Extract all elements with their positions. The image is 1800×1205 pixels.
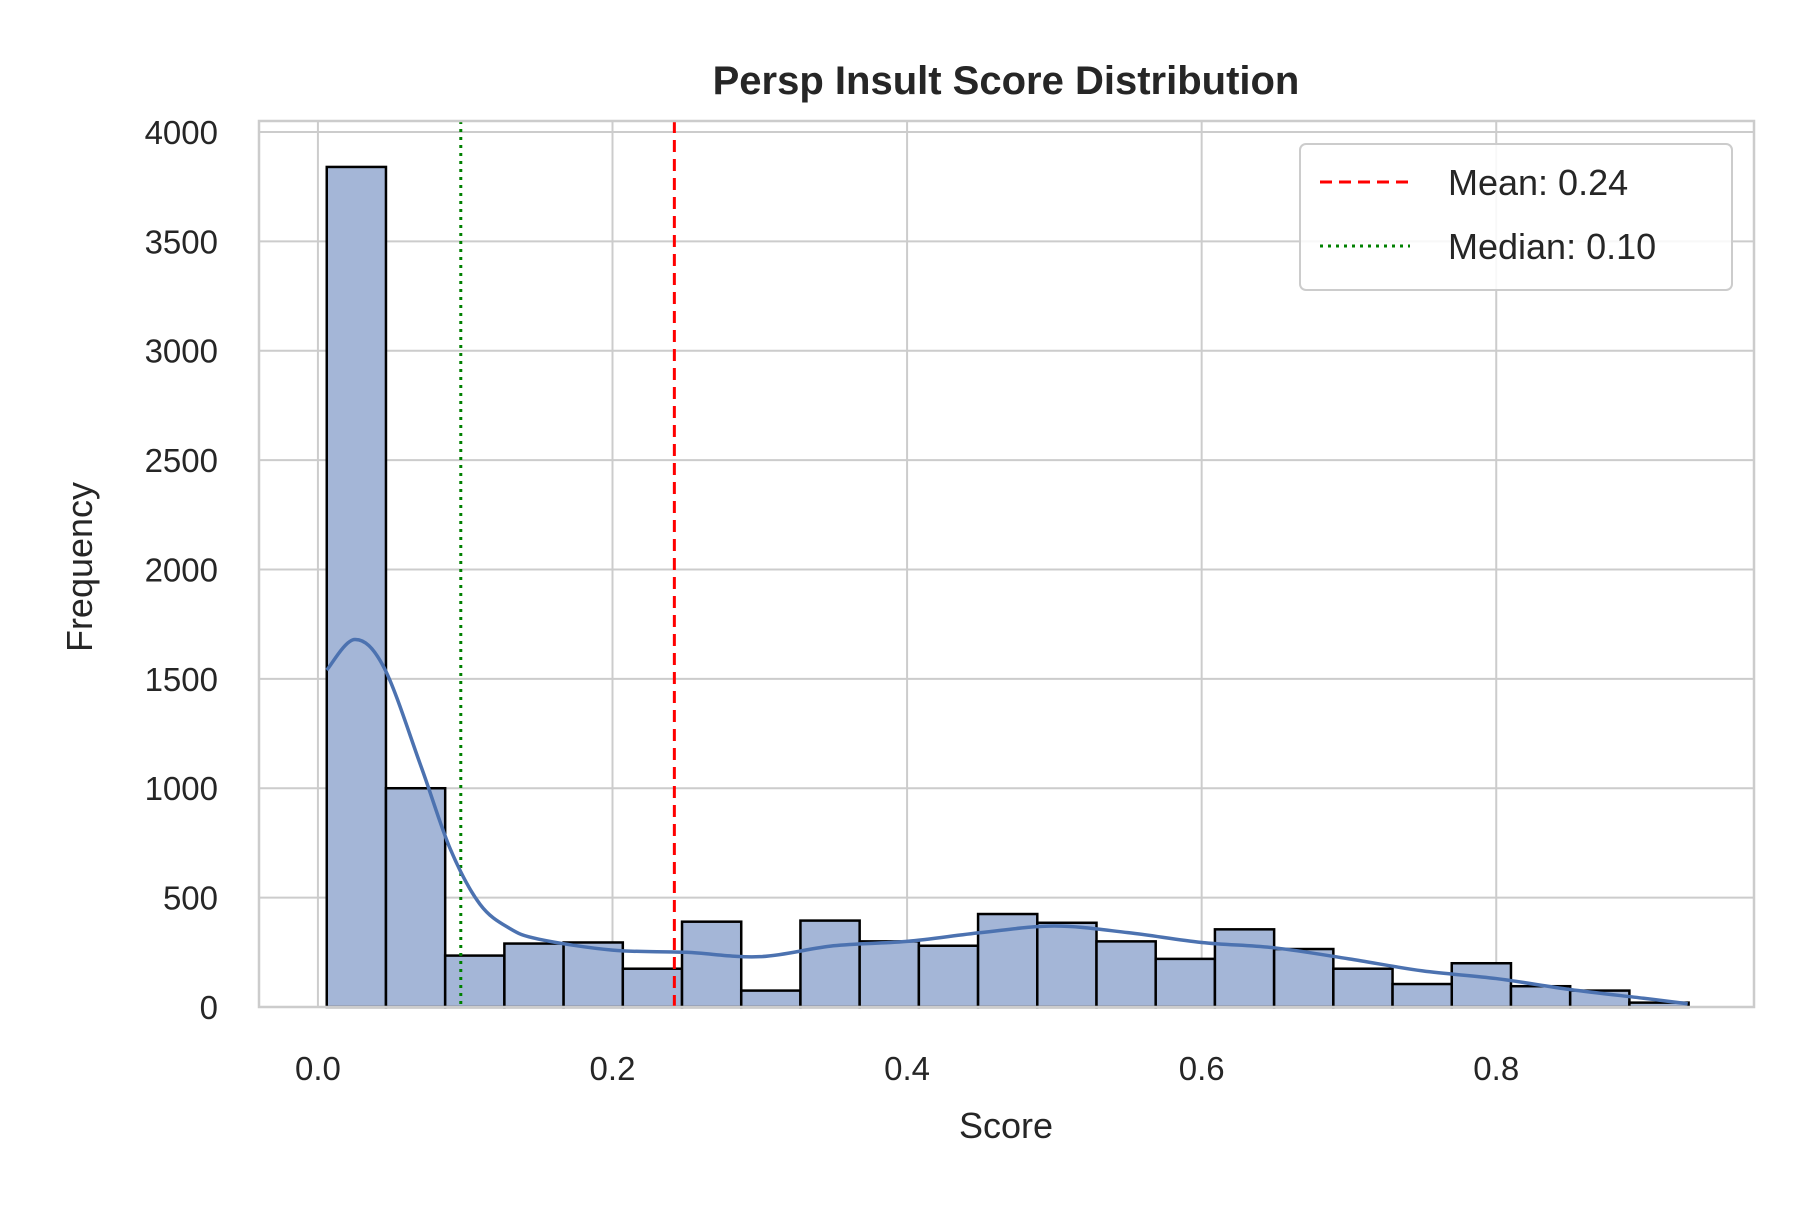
x-tick-label: 0.8: [1473, 1050, 1519, 1087]
histogram-bar: [799, 919, 861, 1009]
x-tick-label: 0.4: [884, 1050, 930, 1087]
histogram-bar: [1450, 961, 1513, 1009]
axes-spines: [257, 119, 1756, 1009]
histogram-bar: [1213, 928, 1276, 1009]
histogram-bar: [917, 944, 980, 1009]
y-tick-label: 2500: [145, 442, 218, 479]
kde-curve-group: [325, 637, 1688, 1006]
legend-mean-label: Mean: 0.24: [1448, 162, 1628, 203]
histogram-bar: [1036, 921, 1098, 1009]
y-tick-label: 500: [163, 880, 218, 917]
histogram-bar: [384, 786, 447, 1009]
x-tick-label: 0.2: [590, 1050, 636, 1087]
y-tick-label: 3500: [145, 223, 218, 260]
histogram-bar: [1332, 967, 1394, 1009]
y-axis-label: Frequency: [59, 482, 100, 652]
histogram-bar: [1391, 982, 1454, 1009]
grid-lines: [259, 121, 1754, 1008]
y-tick-label: 0: [200, 989, 218, 1026]
histogram-bar: [858, 940, 921, 1009]
tick-labels: 0.0 0.2 0.4 0.6 0.8 0 500 1000 1500 2000 2500 3000 3…: [145, 114, 1520, 1087]
y-tick-label: 4000: [145, 114, 218, 151]
y-tick-label: 1000: [145, 770, 218, 807]
chart-title: Persp Insult Score Distribution: [713, 59, 1300, 103]
reference-lines: [459, 121, 676, 1007]
legend: Mean: 0.24 Median: 0.10: [1299, 143, 1733, 291]
y-tick-label: 1500: [145, 661, 218, 698]
x-tick-label: 0.6: [1179, 1050, 1225, 1087]
x-axis-label: Score: [959, 1105, 1053, 1146]
histogram-bar: [1095, 940, 1157, 1009]
histogram-bars: [325, 165, 1690, 1009]
axes-frame: [257, 119, 1756, 1009]
histogram-bar: [680, 920, 743, 1009]
y-tick-label: 2000: [145, 551, 218, 588]
histogram-bar: [739, 989, 802, 1009]
histogram-bar: [503, 942, 565, 1009]
legend-median-label: Median: 0.10: [1448, 226, 1656, 267]
kde-line: [325, 637, 1688, 1006]
y-tick-label: 3000: [145, 333, 218, 370]
histogram-bar: [1154, 957, 1217, 1009]
x-tick-label: 0.0: [295, 1050, 341, 1087]
histogram-bar: [1272, 947, 1335, 1009]
histogram-bar: [325, 165, 388, 1009]
histogram-bar: [443, 954, 506, 1009]
histogram-bar: [562, 941, 625, 1009]
